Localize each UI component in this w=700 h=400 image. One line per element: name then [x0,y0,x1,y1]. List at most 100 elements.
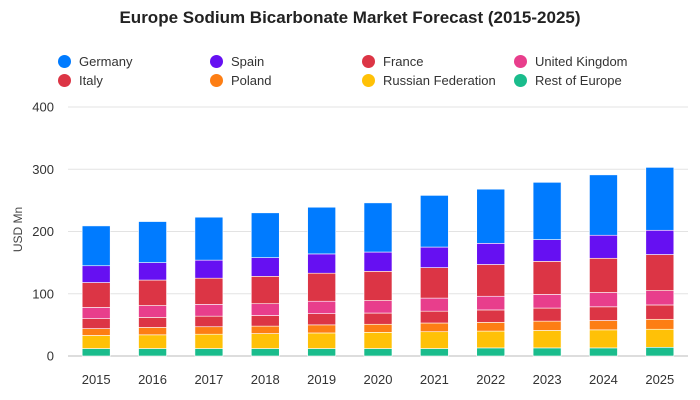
bar-segment-germany-2024[interactable] [589,174,618,236]
bar-segment-france-2024[interactable] [589,257,618,293]
bar-segment-italy-2022[interactable] [476,309,506,323]
bar-segment-italy-2020[interactable] [363,312,393,325]
bar-segment-france-2023[interactable] [532,261,562,295]
bar-segment-united-kingdom-2018[interactable] [250,303,280,316]
bar-segment-united-kingdom-2017[interactable] [194,304,224,317]
bar-segment-germany-2023[interactable] [532,182,562,240]
bar-segment-france-2025[interactable] [645,254,675,291]
bar-segment-italy-2016[interactable] [138,317,167,328]
bar-segment-italy-2019[interactable] [307,313,336,326]
legend-label-rest-of-europe: Rest of Europe [535,72,622,88]
bar-segment-spain-2017[interactable] [194,259,224,279]
legend-item-france[interactable]: France [362,52,423,70]
bar-segment-russian-federation-2020[interactable] [363,332,393,349]
bar-segment-russian-federation-2015[interactable] [81,335,111,349]
bar-segment-germany-2021[interactable] [420,195,449,248]
bar-segment-france-2020[interactable] [363,271,393,301]
bar-segment-united-kingdom-2016[interactable] [138,305,167,318]
bar-segment-rest-of-europe-2022[interactable] [476,347,506,357]
bar-segment-united-kingdom-2021[interactable] [420,297,449,312]
bar-segment-rest-of-europe-2016[interactable] [138,348,167,357]
bar-segment-spain-2023[interactable] [532,239,562,262]
legend-item-germany[interactable]: Germany [58,52,132,70]
bar-segment-rest-of-europe-2015[interactable] [81,348,111,357]
bar-segment-poland-2020[interactable] [363,323,393,333]
bar-segment-poland-2024[interactable] [589,320,618,331]
bar-segment-italy-2015[interactable] [81,318,111,329]
bar-segment-italy-2024[interactable] [589,306,618,321]
bar-segment-united-kingdom-2020[interactable] [363,300,393,314]
bar-segment-spain-2019[interactable] [307,253,336,274]
bar-segment-rest-of-europe-2019[interactable] [307,348,336,357]
bar-segment-germany-2015[interactable] [81,225,111,267]
bar-segment-germany-2018[interactable] [250,212,280,258]
bar-segment-poland-2025[interactable] [645,318,675,330]
legend-item-spain[interactable]: Spain [210,52,264,70]
legend-item-italy[interactable]: Italy [58,71,103,89]
legend-item-rest-of-europe[interactable]: Rest of Europe [514,71,622,89]
bar-segment-italy-2021[interactable] [420,310,449,324]
bar-segment-france-2016[interactable] [138,279,167,306]
legend-item-poland[interactable]: Poland [210,71,271,89]
legend-label-italy: Italy [79,72,103,88]
bar-segment-rest-of-europe-2024[interactable] [589,347,618,357]
bar-segment-poland-2016[interactable] [138,327,167,336]
bar-segment-russian-federation-2025[interactable] [645,328,675,348]
bar-segment-russian-federation-2023[interactable] [532,330,562,349]
bar-segment-france-2021[interactable] [420,267,449,299]
bar-segment-france-2017[interactable] [194,277,224,305]
bar-segment-united-kingdom-2019[interactable] [307,300,336,314]
bar-segment-russian-federation-2022[interactable] [476,330,506,349]
bar-segment-russian-federation-2018[interactable] [250,333,280,349]
legend-label-germany: Germany [79,53,133,69]
bar-segment-poland-2021[interactable] [420,322,449,333]
bar-segment-russian-federation-2017[interactable] [194,333,224,349]
bar-segment-france-2018[interactable] [250,276,280,305]
bar-segment-rest-of-europe-2025[interactable] [645,346,675,357]
bar-segment-russian-federation-2021[interactable] [420,331,449,349]
bar-segment-poland-2018[interactable] [250,325,280,334]
bar-segment-rest-of-europe-2023[interactable] [532,347,562,357]
bar-segment-germany-2017[interactable] [194,216,224,261]
bar-segment-poland-2023[interactable] [532,320,562,331]
bar-segment-poland-2022[interactable] [476,322,506,332]
bar-segment-united-kingdom-2023[interactable] [532,294,562,309]
bar-segment-spain-2015[interactable] [81,265,111,283]
bar-segment-rest-of-europe-2020[interactable] [363,348,393,357]
bar-segment-united-kingdom-2022[interactable] [476,295,506,311]
bar-segment-france-2019[interactable] [307,272,336,302]
bar-segment-france-2015[interactable] [81,282,111,308]
bar-segment-united-kingdom-2015[interactable] [81,307,111,319]
legend-item-russian-federation[interactable]: Russian Federation [362,71,496,89]
bar-segment-poland-2017[interactable] [194,326,224,335]
bar-segment-france-2022[interactable] [476,264,506,297]
bar-segment-germany-2019[interactable] [307,206,336,255]
bar-segment-spain-2016[interactable] [138,262,167,281]
bar-segment-spain-2018[interactable] [250,257,280,277]
bar-segment-spain-2024[interactable] [589,234,618,259]
bar-segment-rest-of-europe-2018[interactable] [250,348,280,357]
legend-item-united-kingdom[interactable]: United Kingdom [514,52,628,70]
bar-segment-spain-2021[interactable] [420,246,449,268]
bar-segment-united-kingdom-2025[interactable] [645,290,675,306]
bar-segment-russian-federation-2024[interactable] [589,329,618,349]
bar-segment-spain-2022[interactable] [476,243,506,265]
bar-segment-italy-2025[interactable] [645,304,675,320]
bar-segment-italy-2017[interactable] [194,315,224,328]
chart-legend: Germany Spain France United Kingdom Ital… [58,52,678,92]
bar-segment-italy-2023[interactable] [532,307,562,322]
bar-segment-rest-of-europe-2017[interactable] [194,348,224,357]
bar-segment-russian-federation-2016[interactable] [138,334,167,349]
bar-segment-poland-2015[interactable] [81,328,111,336]
bar-segment-poland-2019[interactable] [307,324,336,334]
bar-segment-united-kingdom-2024[interactable] [589,292,618,308]
bar-segment-russian-federation-2019[interactable] [307,332,336,349]
bar-segment-germany-2022[interactable] [476,188,506,244]
bar-segment-germany-2020[interactable] [363,202,393,253]
bar-segment-germany-2025[interactable] [645,167,675,231]
bar-segment-rest-of-europe-2021[interactable] [420,348,449,357]
bar-segment-spain-2020[interactable] [363,251,393,272]
bar-segment-italy-2018[interactable] [250,315,280,327]
bar-segment-spain-2025[interactable] [645,229,675,255]
bar-segment-germany-2016[interactable] [138,221,167,263]
